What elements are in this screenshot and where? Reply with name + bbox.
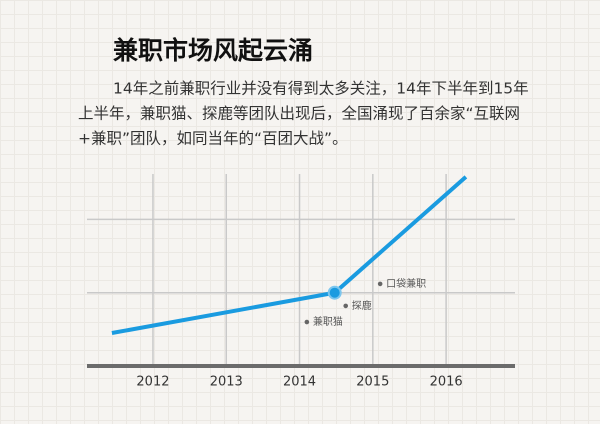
- x-tick-label: 2014: [283, 375, 316, 390]
- paragraph-line: +兼职”团队，如同当年的“百团大战”。: [78, 130, 348, 148]
- annotation-dot: [377, 281, 383, 287]
- annotation-dot: [304, 319, 310, 325]
- x-tick-label: 2012: [136, 375, 169, 390]
- x-tick-label: 2016: [430, 375, 463, 390]
- paragraph-line: 上半年，兼职猫、探鹿等团队出现后，全国涌现了百余家“互联网: [78, 104, 520, 123]
- chart-title: 兼职市场风起云涌: [113, 36, 313, 65]
- x-tick-label: 2015: [356, 375, 389, 390]
- annotation-dot: [343, 303, 349, 309]
- annotation: 口袋兼职: [386, 277, 426, 290]
- paragraph-line: 14年之前兼职行业并没有得到太多关注，14年下半年到15年: [113, 80, 529, 98]
- x-tick-label: 2013: [210, 375, 243, 390]
- annotation: 探鹿: [352, 299, 372, 312]
- data-point: [327, 285, 342, 300]
- data-line: [111, 175, 468, 335]
- annotation: 兼职猫: [313, 315, 343, 328]
